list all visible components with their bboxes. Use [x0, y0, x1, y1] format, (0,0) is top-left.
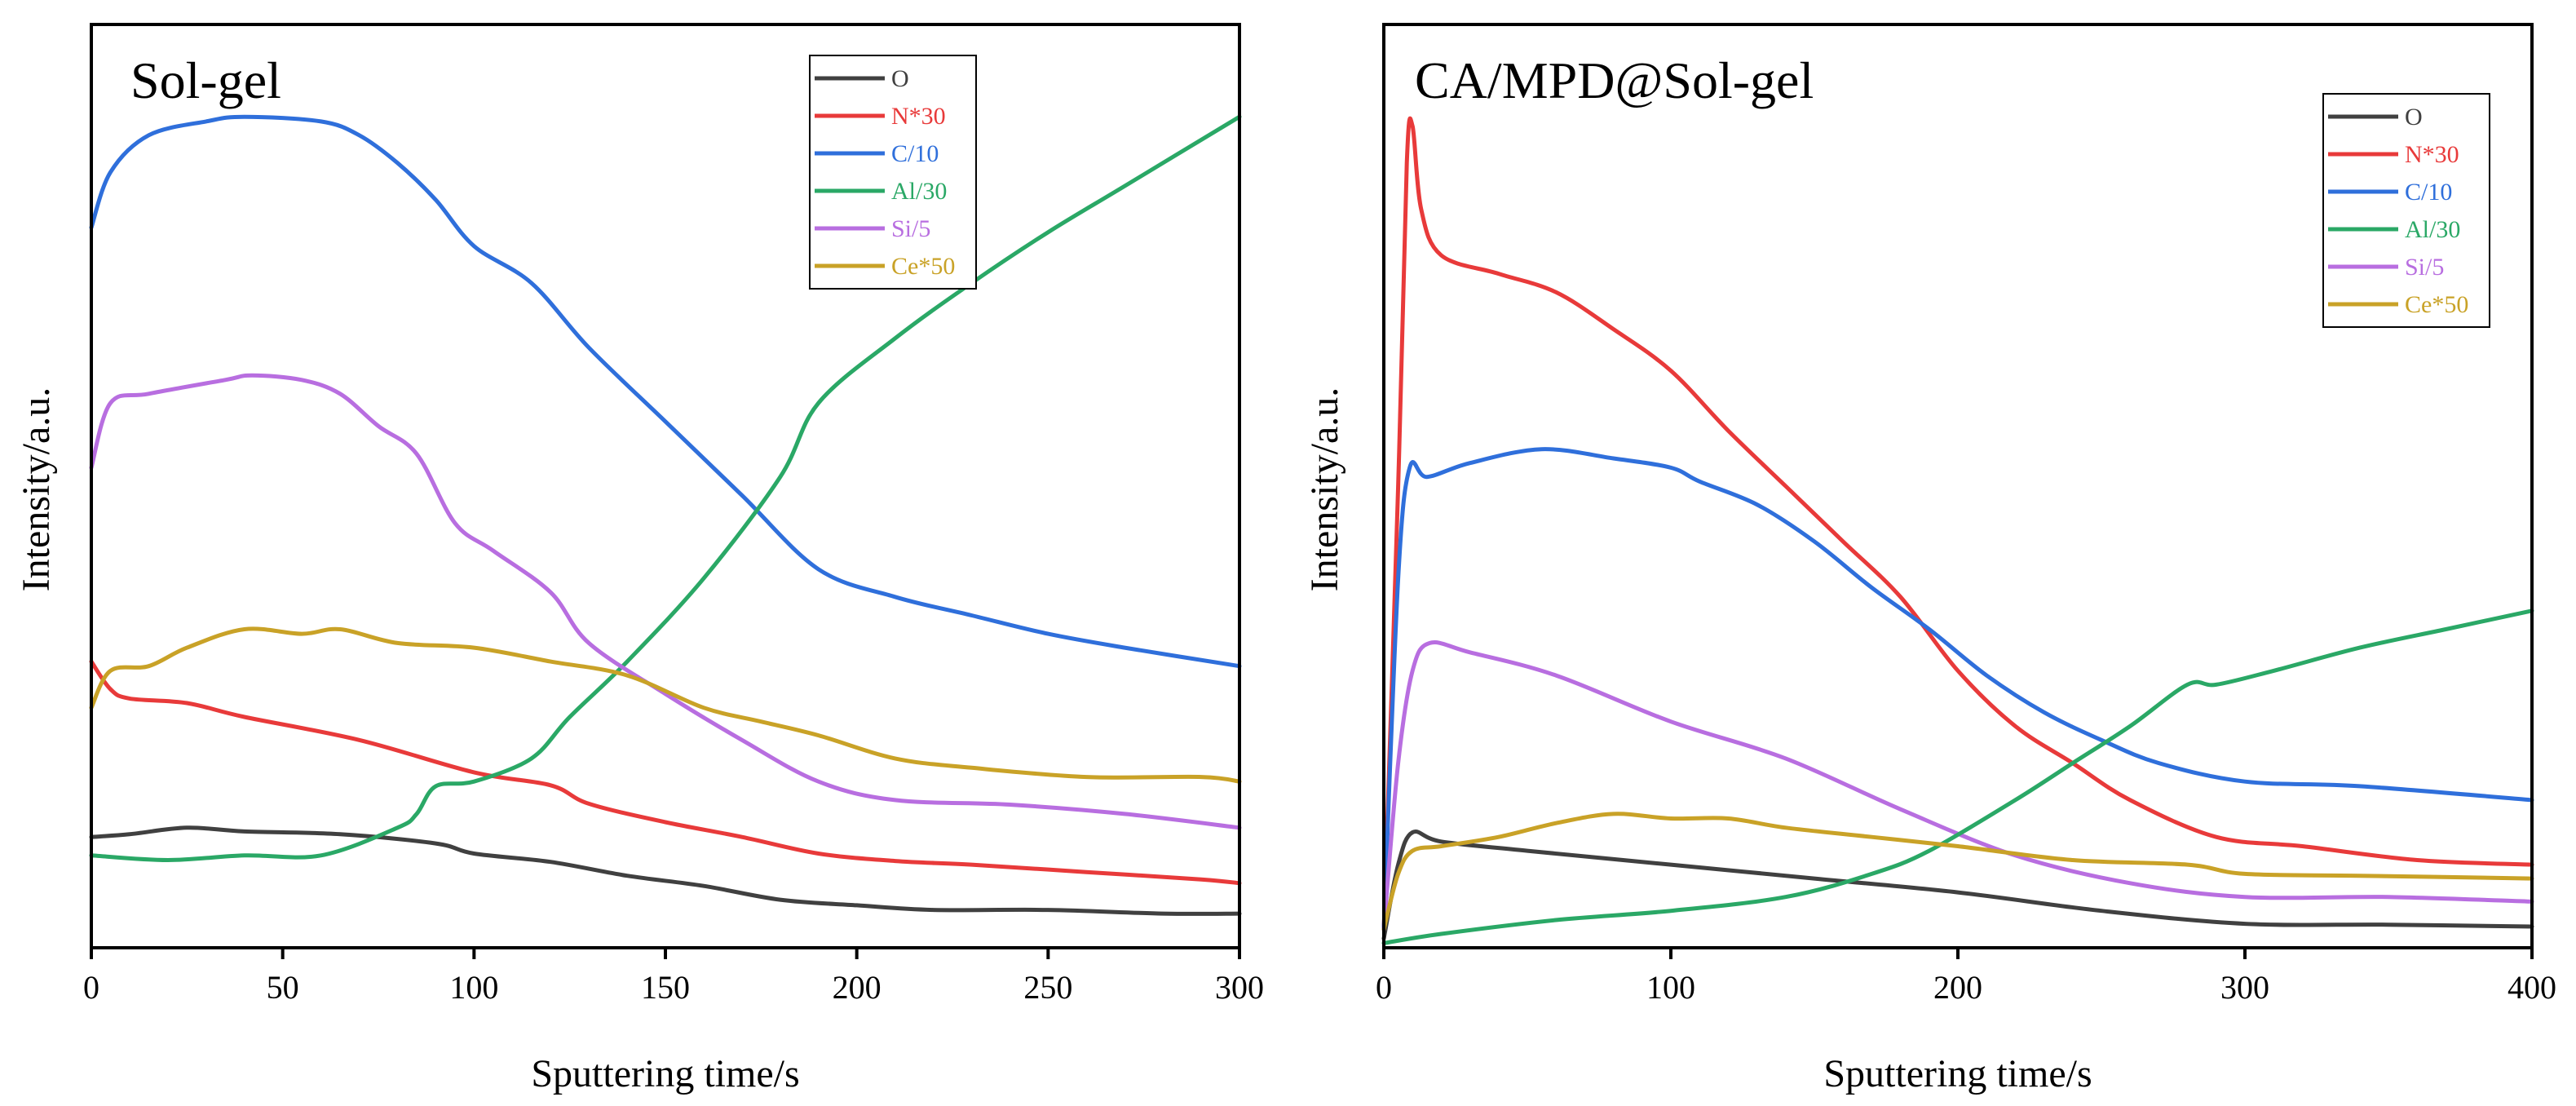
legend-label-al-30: Al/30: [2405, 216, 2460, 243]
chart-panel-ca-mpd-sol-gel: 0 100 200 300 400 CA/MPD@Sol-gel Sputtering ti…: [1303, 23, 2556, 1095]
legend-label-n-30: N*30: [2405, 141, 2459, 168]
x-tick-label: 200: [833, 969, 881, 1006]
series-line-o: [89, 825, 1242, 916]
series-line-si-5: [89, 373, 1242, 830]
x-axis-label: Sputtering time/s: [531, 1052, 799, 1095]
x-tick-label: 50: [267, 969, 299, 1006]
series-line-ce-50: [89, 626, 1242, 784]
series-line-si-5: [1381, 640, 2534, 931]
series-line-c-10: [1381, 447, 2534, 931]
legend-box: [2322, 93, 2490, 328]
series-line-al-30: [89, 114, 1242, 862]
legend-label-si-5: Si/5: [891, 215, 930, 242]
x-tick-label: 100: [449, 969, 498, 1006]
legend-label-c-10: C/10: [2405, 179, 2452, 206]
chart-panel-sol-gel: 0 50 100 150 200 250 300 Sol-gel Sputtering time…: [15, 23, 1264, 1095]
x-tick-label: 150: [641, 969, 690, 1006]
series-line-c-10: [89, 114, 1242, 669]
y-axis-label: Intensity/a.u.: [15, 387, 58, 592]
legend-label-ce-50: Ce*50: [2405, 291, 2468, 318]
panel-title: Sol-gel: [130, 51, 281, 109]
legend-label-c-10: C/10: [891, 140, 939, 167]
series-line-al-30: [1381, 608, 2534, 945]
legend-box: [809, 55, 977, 290]
legend: O N*30 C/10 Al/30 Si/5 Ce*50: [809, 55, 977, 290]
x-tick-label: 400: [2508, 969, 2556, 1006]
x-tick-label: 100: [1646, 969, 1695, 1006]
series-line-n-30: [1381, 116, 2534, 931]
legend-label-ce-50: Ce*50: [891, 253, 955, 280]
series-line-o: [1381, 829, 2534, 941]
x-tick-label: 250: [1023, 969, 1072, 1006]
x-tick-label: 300: [2220, 969, 2269, 1006]
x-tick-label: 0: [1376, 969, 1392, 1006]
legend-label-o: O: [891, 65, 909, 92]
legend-label-n-30: N*30: [891, 103, 946, 130]
x-tick-label: 300: [1215, 969, 1264, 1006]
legend-label-al-30: Al/30: [891, 178, 947, 205]
panel-title: CA/MPD@Sol-gel: [1415, 51, 1814, 109]
y-axis-label: Intensity/a.u.: [1303, 387, 1346, 592]
legend-label-o: O: [2405, 104, 2423, 131]
x-tick-label: 0: [83, 969, 99, 1006]
series-line-ce-50: [1381, 812, 2534, 931]
legend: O N*30 C/10 Al/30 Si/5 Ce*50: [2322, 93, 2490, 328]
x-axis-label: Sputtering time/s: [1823, 1052, 2092, 1095]
legend-label-si-5: Si/5: [2405, 254, 2444, 281]
series-line-n-30: [89, 659, 1242, 886]
x-tick-label: 200: [1933, 969, 1982, 1006]
